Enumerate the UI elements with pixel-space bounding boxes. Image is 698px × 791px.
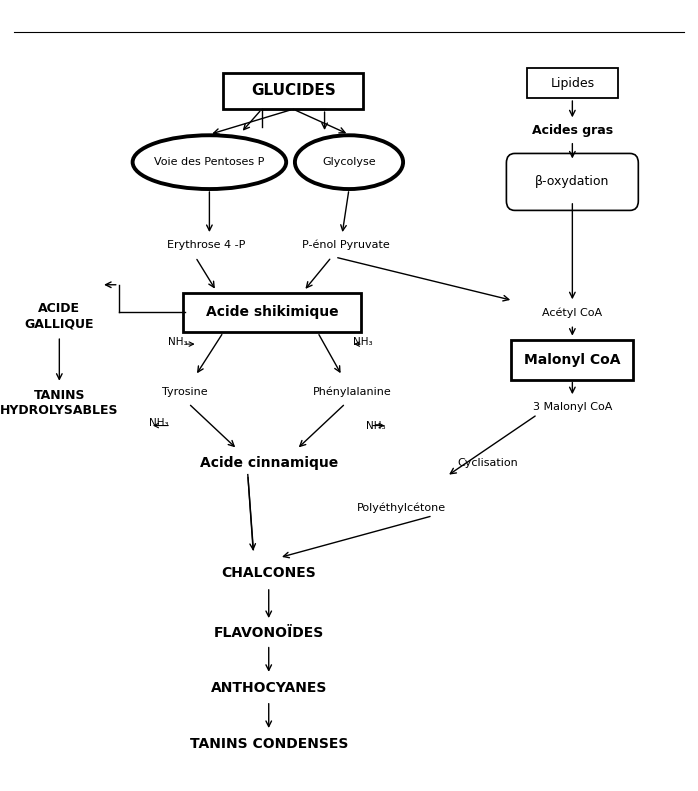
Text: 3 Malonyl CoA: 3 Malonyl CoA (533, 403, 612, 412)
FancyBboxPatch shape (223, 73, 363, 109)
Text: Acides gras: Acides gras (532, 124, 613, 137)
Text: Acide shikimique: Acide shikimique (206, 305, 339, 320)
Ellipse shape (133, 135, 286, 189)
Text: Polyéthylcétone: Polyéthylcétone (357, 502, 446, 513)
Text: FLAVONOÏDES: FLAVONOÏDES (214, 626, 324, 640)
Text: ANTHOCYANES: ANTHOCYANES (211, 681, 327, 695)
Text: NH₃: NH₃ (366, 421, 385, 430)
Text: Cyclisation: Cyclisation (457, 458, 518, 467)
FancyBboxPatch shape (527, 68, 618, 98)
FancyBboxPatch shape (183, 293, 362, 332)
Text: ACIDE
GALLIQUE: ACIDE GALLIQUE (24, 302, 94, 331)
Text: CHALCONES: CHALCONES (221, 566, 316, 581)
Text: Acide cinnamique: Acide cinnamique (200, 456, 338, 470)
Text: TANINS CONDENSES: TANINS CONDENSES (190, 736, 348, 751)
Text: NH₃: NH₃ (168, 337, 188, 346)
Text: Glycolyse: Glycolyse (322, 157, 376, 167)
Text: NH₃: NH₃ (353, 337, 373, 346)
Ellipse shape (295, 135, 403, 189)
FancyBboxPatch shape (506, 153, 638, 210)
Text: P-énol Pyruvate: P-énol Pyruvate (302, 240, 389, 251)
Text: Voie des Pentoses P: Voie des Pentoses P (154, 157, 265, 167)
Text: Erythrose 4 -P: Erythrose 4 -P (167, 240, 245, 250)
Text: Lipides: Lipides (550, 77, 595, 89)
Text: Acétyl CoA: Acétyl CoA (542, 307, 602, 318)
Text: TANINS
HYDROLYSABLES: TANINS HYDROLYSABLES (0, 389, 119, 418)
Text: Malonyl CoA: Malonyl CoA (524, 353, 621, 367)
Text: NH₃: NH₃ (149, 418, 169, 428)
Text: Tyrosine: Tyrosine (162, 387, 208, 396)
FancyBboxPatch shape (511, 340, 633, 380)
Text: GLUCIDES: GLUCIDES (251, 84, 336, 98)
Text: β-oxydation: β-oxydation (535, 176, 609, 188)
Text: Phénylalanine: Phénylalanine (313, 386, 392, 397)
